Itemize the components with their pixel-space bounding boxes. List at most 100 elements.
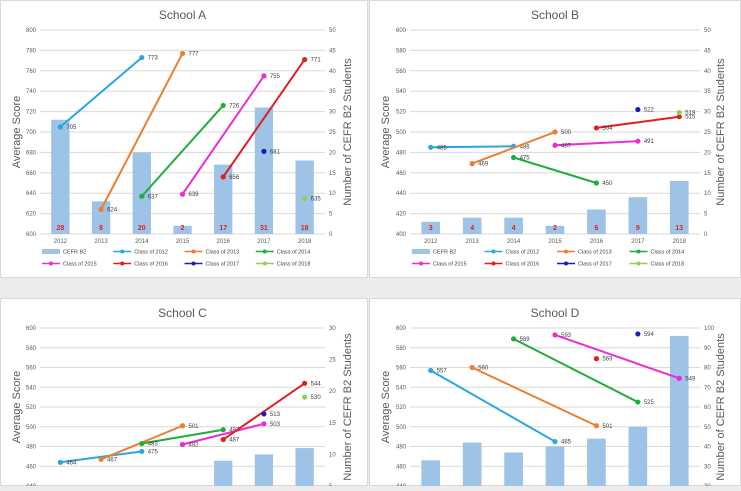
y-tick-label: 580 (396, 48, 407, 54)
series-point (469, 161, 475, 167)
y2-tick-label: 20 (329, 150, 336, 156)
data-label: 483 (148, 442, 159, 448)
data-label: 755 (270, 74, 281, 80)
cefr-b2-bar (462, 217, 482, 234)
series-point (220, 102, 226, 109)
x-tick-label: 2017 (631, 239, 645, 245)
series-point (220, 174, 226, 180)
series-point (428, 144, 434, 150)
y2-tick-label: 40 (704, 69, 711, 75)
y2-axis-title: Number of CEFR B2 Students (715, 58, 727, 206)
legend-marker (49, 261, 53, 266)
data-label: 515 (685, 115, 696, 121)
y-tick-label: 700 (26, 130, 37, 136)
legend-marker (636, 261, 641, 266)
y-tick-label: 740 (26, 89, 37, 95)
data-label: 504 (602, 126, 613, 132)
y-tick-label: 760 (26, 69, 37, 75)
y-tick-label: 500 (396, 425, 407, 431)
legend-label: CEFR B2 (63, 250, 86, 256)
legend-item: Class of 2015 (412, 261, 467, 268)
x-tick-label: 2016 (590, 239, 604, 245)
series-line (182, 422, 265, 446)
cefr-b2-bar (628, 426, 648, 486)
y2-tick-label: 15 (704, 171, 711, 177)
data-label: 467 (107, 457, 118, 463)
y2-tick-label: 90 (704, 346, 711, 352)
cefr-b2-bar (462, 442, 482, 486)
legend-label: Class of 2017 (578, 262, 612, 268)
data-label: 519 (685, 111, 696, 117)
series-point (139, 193, 145, 199)
y-tick-label: 540 (26, 385, 37, 391)
legend-label: CEFR B2 (433, 250, 456, 256)
legend-marker (191, 249, 196, 254)
series-line (554, 140, 638, 147)
series-point (261, 421, 267, 427)
data-label: 487 (229, 438, 240, 444)
legend-marker (191, 261, 196, 266)
legend-item: Class of 2018 (255, 261, 310, 268)
data-label: 594 (644, 332, 655, 338)
chart-panel-3: 4404604805005205405605806005101520253046… (0, 298, 368, 490)
y2-tick-label: 40 (329, 69, 336, 75)
x-tick-label: 2014 (507, 239, 521, 245)
data-label: 656 (229, 175, 240, 181)
bar-value-label: 6 (594, 225, 598, 232)
series-point (510, 336, 517, 342)
legend-label: Class of 2018 (651, 262, 685, 268)
series-line (430, 369, 556, 443)
series-point (302, 380, 308, 386)
data-label: 525 (644, 400, 655, 406)
y-tick-label: 660 (26, 171, 37, 177)
series-point (552, 129, 558, 135)
series-point (179, 423, 186, 429)
y2-tick-label: 50 (329, 28, 336, 34)
bar-value-label: 20 (138, 225, 146, 232)
cefr-b2-bar (254, 107, 274, 234)
series-point (593, 356, 600, 362)
series-point (552, 142, 558, 148)
legend-item: Class of 2013 (557, 249, 612, 256)
legend-label: Class of 2017 (206, 262, 240, 268)
series-line (513, 337, 639, 403)
data-label: 589 (520, 337, 531, 343)
x-tick-label: 2013 (94, 239, 108, 245)
series-point (635, 399, 641, 405)
data-label: 773 (148, 56, 159, 62)
cefr-b2-bar (132, 152, 151, 234)
x-tick-label: 2012 (424, 239, 438, 245)
y2-tick-label: 30 (704, 464, 711, 470)
data-label: 530 (311, 395, 322, 401)
series-line (471, 131, 556, 165)
y-tick-label: 580 (26, 346, 37, 352)
y-tick-label: 680 (26, 150, 37, 156)
y2-tick-label: 10 (329, 452, 336, 458)
y2-tick-label: 10 (704, 191, 711, 197)
y2-tick-label: 70 (704, 385, 711, 391)
data-label: 593 (561, 333, 572, 339)
cefr-b2-bar (51, 119, 70, 234)
data-label: 450 (602, 181, 613, 187)
bar-value-label: 9 (636, 225, 640, 232)
y2-tick-label: 15 (329, 171, 336, 177)
data-label: 487 (561, 143, 572, 149)
legend-item: Class of 2012 (484, 249, 539, 256)
cefr-b2-bar (587, 209, 606, 234)
data-label: 475 (148, 449, 159, 455)
legend-item: Class of 2016 (113, 261, 168, 268)
x-tick-label: 2015 (548, 239, 562, 245)
x-tick-label: 2014 (135, 239, 149, 245)
y-tick-label: 600 (396, 28, 407, 34)
data-label: 560 (478, 366, 489, 372)
y-tick-label: 460 (26, 464, 37, 470)
series-point (552, 438, 558, 445)
y-tick-label: 600 (396, 326, 407, 332)
y-tick-label: 780 (26, 48, 37, 54)
legend-marker (491, 261, 496, 266)
series-point (179, 191, 186, 197)
series-point (635, 106, 641, 113)
chart-panel-2: 4004204404604805005205405605806000510152… (369, 0, 741, 278)
y-tick-label: 460 (396, 464, 407, 470)
series-line (554, 333, 680, 380)
